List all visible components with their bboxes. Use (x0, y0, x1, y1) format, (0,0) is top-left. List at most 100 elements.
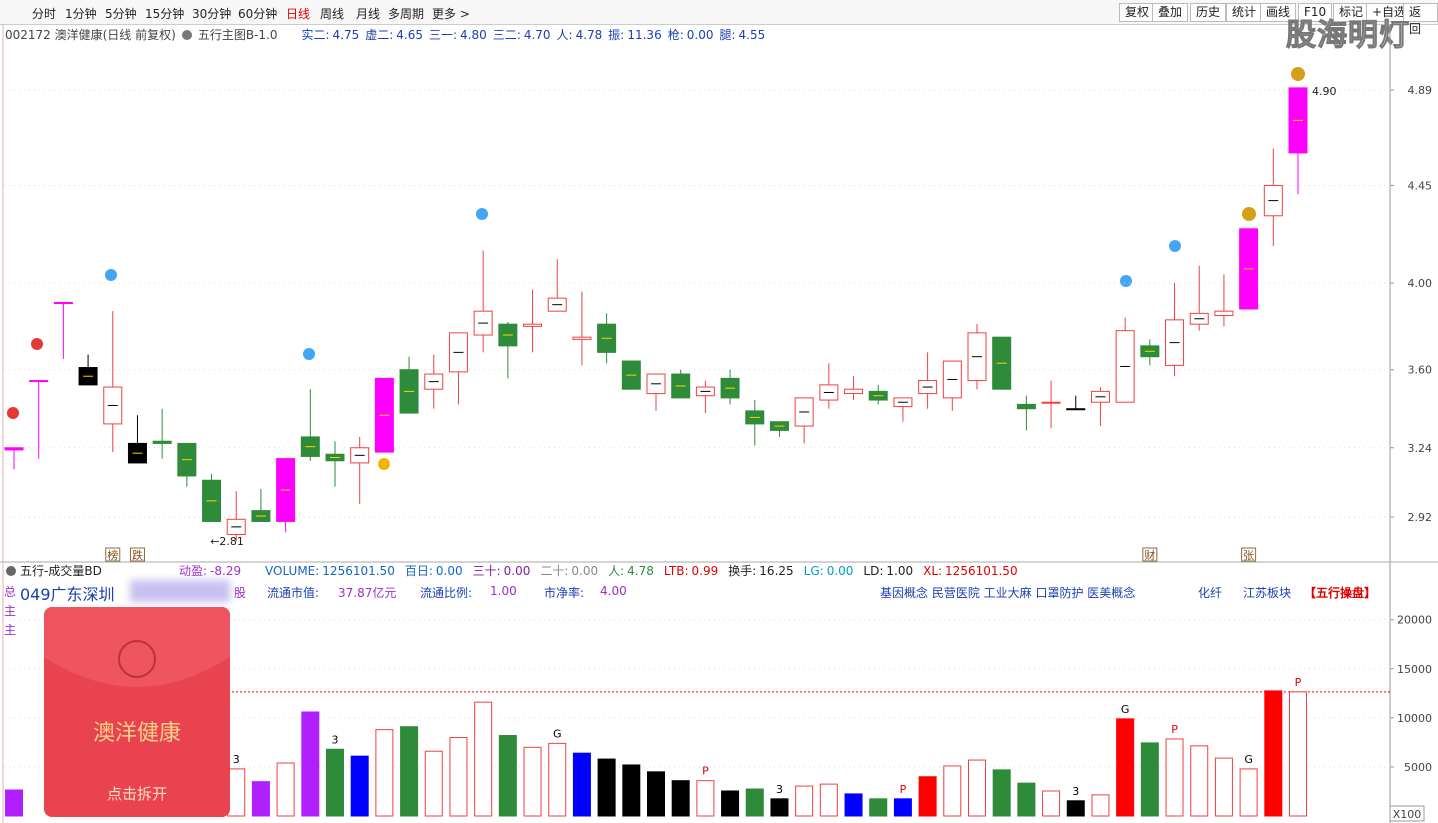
stock-stat-label: 流通市值: (267, 586, 320, 600)
y-tick-label: 4.00 (1408, 277, 1433, 290)
info-item: 三二: 4.70 (493, 26, 551, 43)
volume-stat: 三十: 0.00 (473, 564, 531, 578)
concepts: 基因概念 民营医院 工业大麻 口罩防护 医美概念 (880, 586, 1136, 600)
period-tab[interactable]: 周线 (320, 7, 345, 21)
stock-stat-value: 37.87亿元 (338, 586, 397, 600)
volume-title[interactable]: 五行-成交量BD (20, 563, 102, 578)
side-label: 主 (4, 623, 17, 637)
toolbar-button[interactable]: 历史 (1190, 3, 1227, 22)
period-tab[interactable]: 多周期 (388, 7, 425, 21)
candle-body (152, 440, 172, 444)
volume-bar (227, 768, 246, 817)
candle-body (1214, 310, 1234, 317)
packet-action[interactable]: 点击拆开 (106, 785, 167, 803)
stat-label: VOLUME: (265, 564, 319, 578)
side-label: 总 (4, 585, 17, 599)
tag: 【五行操盘】 (1304, 586, 1377, 600)
volume-bar (5, 789, 23, 817)
volume-bar (968, 759, 986, 817)
info-item: 虚二: 4.65 (365, 26, 423, 43)
volume-bar (276, 762, 295, 817)
volume-bar (721, 790, 740, 817)
board: 江苏板块 (1243, 586, 1292, 600)
y-tick-label: 4.89 (1408, 84, 1433, 97)
stat-value: 0.00 (827, 564, 854, 578)
period-tab[interactable]: 分时 (32, 7, 57, 21)
volume-bar (350, 755, 369, 817)
candle-body (572, 336, 592, 340)
candle-body (4, 447, 24, 451)
period-tab[interactable]: 1分钟 (65, 7, 97, 21)
info-value: 4.55 (738, 28, 766, 42)
period-tab[interactable]: 日线 (286, 7, 311, 21)
toolbar-button[interactable]: +自选 (1366, 3, 1413, 22)
candle-body (523, 323, 543, 327)
indicator-name[interactable]: 五行主图B-1.0 (197, 28, 278, 42)
price-label: 4.90 (1312, 85, 1337, 98)
info-line: 002172 澳洋健康(日线 前复权) 五行主图B-1.0 实二: 4.75 虚二:… (5, 26, 765, 43)
red-packet[interactable]: 澳洋健康 点击拆开 (44, 607, 230, 817)
period-tab[interactable]: 月线 (356, 7, 381, 21)
volume-stat: 百日: 0.00 (405, 564, 463, 578)
signal-label: 3 (1072, 785, 1079, 798)
period-tab[interactable]: 15分钟 (145, 7, 185, 21)
event-icon: 财 (1144, 548, 1155, 562)
toolbar-button[interactable]: 复权 (1119, 3, 1156, 22)
signal-label: G (1121, 703, 1130, 716)
volume-stat: LD: 1.00 (863, 564, 913, 578)
money-bag (1242, 207, 1256, 221)
stat-label: 百日: (405, 564, 433, 578)
volume-bar (251, 781, 270, 817)
event-icon-box (1142, 547, 1158, 562)
period-tab[interactable]: 更多 > (432, 7, 470, 21)
blurred-region (130, 580, 230, 602)
volume-bar (1190, 745, 1209, 817)
volume-bar (622, 764, 641, 817)
info-label: 三一: (429, 28, 458, 42)
toolbar-button[interactable]: F10 (1298, 3, 1333, 22)
period-tab[interactable]: 60分钟 (238, 7, 278, 21)
info-label: 人: (556, 28, 573, 42)
y-tick-label: 3.24 (1408, 442, 1433, 455)
marker (1169, 240, 1181, 252)
signal-label: G (553, 727, 562, 740)
volume-bar (1140, 742, 1159, 817)
y-tick-label: 2.92 (1408, 511, 1433, 524)
volume-bar (647, 771, 665, 817)
volume-bar (1091, 794, 1110, 817)
event-icon: 张 (1243, 549, 1254, 562)
volume-bar (1264, 690, 1283, 817)
event-icon-box (105, 547, 121, 562)
stock-code: 002172 澳洋健康(日线 前复权) (5, 28, 176, 42)
toolbar-button[interactable]: 标记 (1333, 3, 1370, 22)
stat-value: 1256101.50 (945, 564, 1018, 578)
stat-label: 三十: (473, 564, 501, 578)
volume-bar (1214, 757, 1233, 817)
volume-bar (1066, 800, 1085, 817)
unit-box (1389, 805, 1425, 822)
stat-label: 人: (608, 564, 624, 578)
info-value: 0.00 (686, 28, 714, 42)
volume-bar (572, 752, 591, 817)
volume-bar (1042, 790, 1061, 817)
info-label: 腿: (719, 28, 736, 42)
candle-body (53, 302, 73, 305)
toolbar-button[interactable]: 画线 (1260, 3, 1297, 22)
volume-bar (671, 780, 690, 817)
region: 049广东深圳 (20, 585, 115, 604)
event-icon: 榜 (107, 548, 118, 562)
stat-value: 1.00 (886, 564, 913, 578)
info-item: 人: 4.78 (557, 26, 603, 43)
volume-bar (1017, 782, 1036, 817)
toolbar-button[interactable]: 叠加 (1152, 3, 1189, 22)
packet-icon (118, 640, 156, 678)
info-value: 4.70 (523, 28, 551, 42)
volume-bar (992, 769, 1011, 817)
period-tab[interactable]: 30分钟 (192, 7, 232, 21)
volume-stat: VOLUME: 1256101.50 (265, 564, 395, 578)
volume-stat: XL: 1256101.50 (923, 564, 1017, 578)
period-tab[interactable]: 5分钟 (105, 7, 137, 21)
volume-bar (375, 729, 394, 817)
